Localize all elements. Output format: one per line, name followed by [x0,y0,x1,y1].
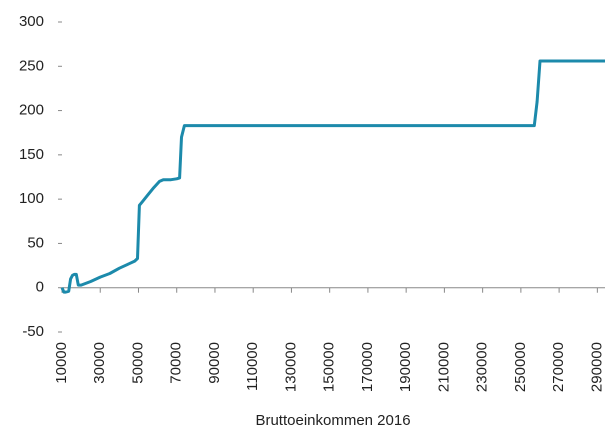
line [60,59,605,294]
x-tick-label: 130000 [282,342,299,392]
x-tick-label: 210000 [435,342,452,392]
x-tick-label: 270000 [550,342,567,392]
x-tick-label: 70000 [168,342,185,384]
x-tick-label: 230000 [474,342,491,392]
y-tick-label: 0 [36,279,44,296]
y-tick-label: -50 [22,323,44,340]
x-tick-label: 110000 [244,342,261,391]
y-tick-label: 100 [19,190,44,207]
x-axis-label: Bruttoeinkommen 2016 [255,412,410,429]
x-tick-label: 150000 [321,342,338,392]
y-tick-label: 300 [19,13,44,30]
x-tick-label: 30000 [91,342,108,384]
y-tick-label: 250 [19,57,44,74]
x-tick-label: 250000 [512,342,529,392]
x-tick-label: 90000 [206,342,223,384]
x-tick-label: 190000 [397,342,414,392]
y-tick-label: 50 [27,234,44,251]
x-tick-label: 50000 [129,342,146,384]
y-tick-label: 200 [19,102,44,119]
x-tick-label: 10000 [53,342,70,384]
y-tick-label: 150 [19,146,44,163]
x-tick-label: 170000 [359,342,376,392]
x-tick-label: 290000 [588,342,605,392]
